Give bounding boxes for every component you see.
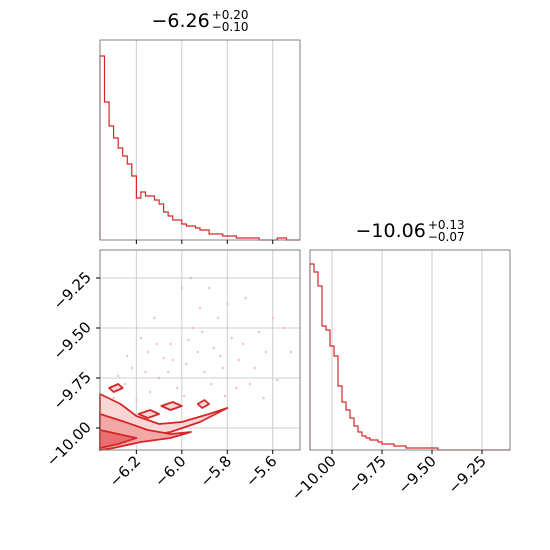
right-hist-xtick-label: −9.25 bbox=[445, 452, 490, 497]
contour-xtick-label: −6.2 bbox=[106, 452, 144, 490]
top-hist-step-line bbox=[99, 55, 300, 241]
contour-sample-point bbox=[276, 378, 279, 382]
contour-sample-point bbox=[126, 354, 129, 358]
contour-sample-point bbox=[176, 386, 179, 390]
contour-sample-point bbox=[203, 370, 206, 374]
contour-sample-point bbox=[198, 306, 202, 310]
right-hist-xtick-label: −9.50 bbox=[395, 452, 440, 497]
contour-xtick-label: −5.8 bbox=[197, 452, 235, 490]
contour-sample-point bbox=[196, 350, 199, 354]
contour-sample-point bbox=[187, 338, 190, 342]
contour-sample-point bbox=[244, 296, 247, 300]
contour-sample-point bbox=[182, 394, 186, 398]
top-hist-title-lower: −0.10 bbox=[211, 20, 249, 34]
contour-sample-point bbox=[242, 342, 245, 346]
right-hist-title-upper: +0.13 bbox=[427, 218, 465, 232]
contour-sample-point bbox=[167, 370, 170, 374]
contour-sample-point bbox=[210, 382, 213, 386]
contour-sample-point bbox=[282, 326, 286, 330]
contour-sample-point bbox=[257, 330, 261, 334]
contour-ytick-label: −9.50 bbox=[50, 318, 95, 363]
contour-sample-point bbox=[271, 316, 274, 320]
right-hist-xtick-label: −9.75 bbox=[345, 452, 390, 497]
top-hist-title-median: −6.26 bbox=[151, 10, 210, 32]
top-hist-title-upper: +0.20 bbox=[211, 8, 249, 22]
contour-sample-point bbox=[207, 286, 211, 290]
contour-sample-point bbox=[248, 382, 252, 386]
contour-sample-point bbox=[221, 366, 224, 370]
right-hist-title-median: −10.06 bbox=[355, 220, 426, 242]
contour-xtick-label: −5.6 bbox=[242, 452, 280, 490]
contour-sample-point bbox=[135, 398, 138, 402]
contour-sample-point bbox=[219, 354, 222, 358]
contour-sample-point bbox=[226, 302, 229, 306]
contour-sample-point bbox=[185, 362, 188, 366]
right-hist-title: −10.06 +0.13 −0.07 bbox=[356, 219, 465, 243]
contour-sample-point bbox=[153, 316, 156, 320]
contour-island bbox=[108, 383, 124, 393]
contour-sample-point bbox=[139, 336, 143, 340]
contour-sample-point bbox=[223, 394, 227, 398]
contour-sample-point bbox=[189, 276, 193, 280]
contour-sample-point bbox=[112, 396, 115, 400]
contour-sample-point bbox=[144, 370, 147, 374]
top-hist-title: −6.26 +0.20 −0.10 bbox=[152, 9, 249, 33]
contour-sample-point bbox=[235, 386, 238, 390]
contour-sample-point bbox=[201, 330, 204, 334]
contour-island bbox=[137, 409, 160, 419]
contour-sample-point bbox=[180, 286, 183, 290]
contour-ytick-label: −9.75 bbox=[50, 368, 95, 413]
contour-sample-point bbox=[155, 342, 158, 346]
contour-sample-point bbox=[262, 396, 265, 400]
contour-ytick-label: −9.25 bbox=[50, 268, 95, 313]
contour-xtick-label: −6.0 bbox=[151, 452, 189, 490]
right-hist-xtick-label: −10.00 bbox=[288, 452, 340, 504]
contour-island bbox=[196, 399, 210, 409]
contour-sample-point bbox=[169, 342, 172, 346]
contour-sample-point bbox=[264, 350, 268, 354]
contour-frame bbox=[99, 249, 301, 451]
contour-ytick-label: −10.00 bbox=[43, 418, 95, 470]
contour-sample-point bbox=[171, 358, 174, 362]
contour-island bbox=[160, 401, 183, 411]
contour-sample-point bbox=[237, 358, 240, 362]
contour-sample-point bbox=[123, 382, 127, 386]
contour-sample-point bbox=[289, 350, 293, 354]
contour-sample-point bbox=[148, 390, 152, 394]
right-hist-title-lower: −0.07 bbox=[427, 230, 465, 244]
contour-sample-point bbox=[146, 350, 149, 354]
contour-sample-point bbox=[157, 376, 161, 380]
contour-sample-point bbox=[230, 336, 233, 340]
top-hist-frame bbox=[99, 39, 301, 241]
contour-sample-point bbox=[217, 316, 220, 320]
right-hist-step-line bbox=[309, 263, 510, 451]
contour-sample-point bbox=[212, 346, 215, 350]
contour-sample-point bbox=[117, 374, 120, 378]
contour-sample-point bbox=[130, 366, 133, 370]
contour-sample-point bbox=[192, 326, 195, 330]
right-hist-frame bbox=[309, 249, 511, 451]
contour-sample-point bbox=[162, 356, 165, 360]
contour-sample-point bbox=[253, 366, 256, 370]
